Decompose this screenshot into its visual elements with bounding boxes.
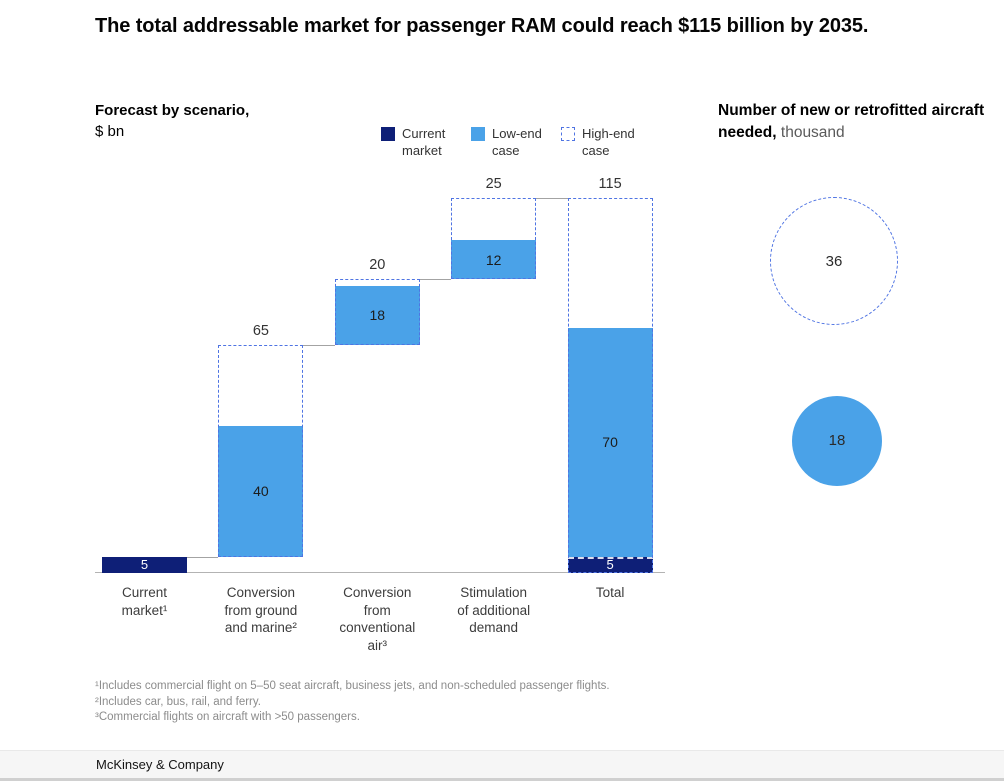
bar-value-label: 5 (140, 557, 149, 573)
connector-line (536, 197, 568, 199)
category-label: Current market¹ (121, 585, 168, 618)
bubble-value-label: 36 (825, 252, 843, 270)
forecast-unit: $ bn (95, 123, 125, 140)
bar-top-label: 25 (485, 175, 502, 192)
bar-value-label: 70 (602, 434, 618, 451)
legend-item-label: Current market (402, 126, 446, 158)
high-end-range-conversion-from-ground-and-marine (218, 344, 304, 557)
footnotes: ¹Includes commercial flight on 5–50 seat… (95, 679, 610, 726)
low-end-bar-total (567, 328, 653, 557)
aircraft-heading: Number of new or retrofitted aircraft ne… (718, 102, 985, 141)
forecast-heading-block: Forecast by scenario, $ bn (95, 100, 249, 142)
category-label: Total (595, 585, 625, 600)
aircraft-heading-block: Number of new or retrofitted aircraft ne… (718, 100, 996, 143)
high-end-range-total (567, 197, 653, 573)
low-end-bar-stimulation-of-additional-demand (451, 240, 537, 280)
connector-line (419, 279, 452, 281)
forecast-heading: Forecast by scenario, (95, 102, 250, 119)
legend-item: High-end case (561, 126, 645, 159)
low-end-bar-conversion-from-ground-and-marine (218, 426, 304, 557)
bar-top-label: 115 (598, 175, 622, 192)
bubble-value-label: 18 (828, 432, 846, 450)
legend-item-label: Low-end case (492, 126, 542, 158)
waterfall-chart: 5 Current market¹ 40 65 Conversion from grou… (95, 175, 670, 653)
category-label: Conversion from ground and marine² (224, 585, 298, 635)
legend-item: Current market (381, 126, 465, 159)
footnote-line: ¹Includes commercial flight on 5–50 seat… (95, 680, 610, 692)
footnote-line: ²Includes car, bus, rail, and ferry. (95, 695, 261, 708)
page-title: The total addressable market for passeng… (95, 15, 869, 37)
current-market-swatch-icon (381, 127, 395, 141)
low-end-case-swatch-icon (471, 127, 485, 141)
legend-item: Low-end case (471, 126, 555, 159)
bar-value-label: 18 (369, 307, 386, 324)
high-end-range-stimulation-of-additional-demand (451, 197, 537, 280)
high-end-case-swatch-icon (561, 127, 575, 141)
bar-top-label: 20 (369, 257, 386, 274)
low-end-bar-conversion-from-conventional-air (334, 285, 420, 345)
current-market-bar-total (567, 556, 653, 573)
category-label: Stimulation of additional demand (457, 585, 531, 635)
bar-value-label: 5 (606, 557, 614, 573)
legend-item-label: High-end case (582, 126, 635, 158)
category-label: Conversion from conventional air³ (339, 585, 416, 653)
aircraft-unit: thousand (780, 123, 845, 141)
footer-bar: McKinsey & Company (0, 750, 1004, 781)
low-end-aircraft-bubble: 18 (791, 395, 883, 487)
bar-top-label: 65 (252, 322, 269, 339)
x-axis-line (95, 572, 665, 573)
mckinsey-company-logo: McKinsey & Company (96, 757, 224, 772)
footnote-line: ³Commercial flights on aircraft with >50… (95, 711, 360, 723)
bar-value-label: 12 (485, 251, 502, 268)
current-market-bar-current-market (102, 556, 187, 573)
connector-line (187, 556, 219, 558)
bar-value-label: 40 (253, 483, 269, 500)
chart-legend: Current market Low-end case High-end case (381, 126, 645, 159)
high-end-range-conversion-from-conventional-air (334, 279, 420, 345)
connector-line (303, 344, 335, 346)
high-end-aircraft-bubble: 36 (770, 197, 898, 325)
